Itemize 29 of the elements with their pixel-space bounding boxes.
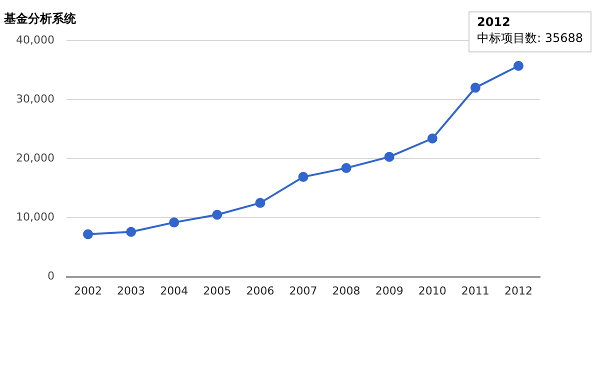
point [470, 82, 480, 93]
y-tick-label: 10,000 [16, 210, 54, 224]
y-tick-label: 20,000 [16, 151, 54, 164]
point [341, 163, 352, 174]
point [83, 229, 94, 240]
y-tick-label: 30,000 [16, 92, 54, 106]
x-tick-label: 2002 [74, 284, 102, 298]
x-tick-label: 2007 [289, 284, 318, 298]
point [384, 152, 394, 162]
x-tick-label: 2012 [504, 284, 532, 298]
annotation: 2012 中标项目数: 35688 [476, 15, 583, 46]
x-tick-label: 2005 [203, 284, 232, 298]
point [513, 60, 524, 71]
chart-title: 基金分析系统 [3, 11, 77, 26]
point [255, 198, 266, 208]
point [298, 172, 308, 182]
x-tick-label: 2011 [461, 284, 490, 298]
point [212, 210, 222, 220]
x-tick-label: 2008 [332, 284, 360, 298]
x-tick-label: 2010 [418, 284, 446, 298]
x-tick-label: 2003 [117, 284, 146, 298]
y-tick-label: 40,000 [16, 33, 54, 46]
x-tick-label: 2009 [375, 284, 404, 298]
x-tick-label: 2006 [246, 284, 274, 298]
x-tick-label: 2004 [160, 284, 188, 298]
y-tick-label: 0 [47, 270, 54, 283]
point [126, 226, 136, 237]
point [169, 217, 180, 228]
point [427, 134, 438, 144]
